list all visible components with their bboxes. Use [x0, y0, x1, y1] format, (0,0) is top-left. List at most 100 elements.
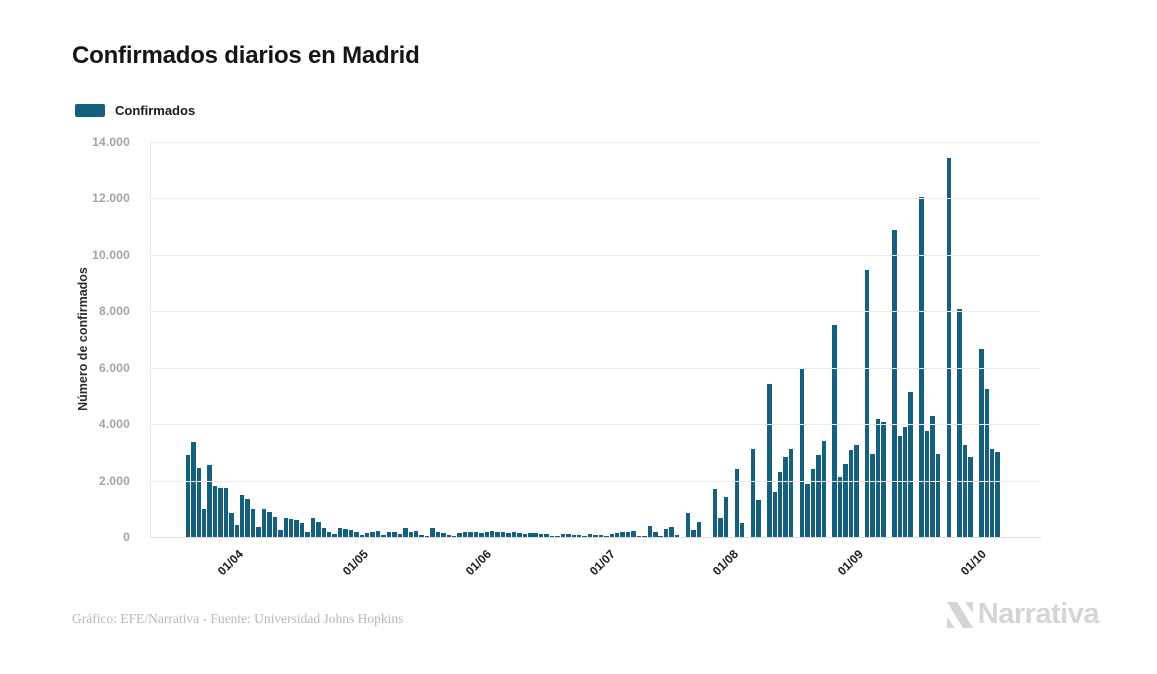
bar	[772, 491, 778, 537]
gridline	[151, 311, 1041, 313]
bar	[359, 535, 365, 537]
bar	[788, 448, 794, 537]
legend-swatch	[75, 104, 105, 117]
bar	[457, 532, 462, 537]
gridline	[151, 254, 1041, 256]
bar	[267, 511, 272, 537]
bar	[218, 487, 223, 537]
bar	[587, 534, 593, 537]
bar	[843, 463, 848, 537]
bar	[185, 454, 191, 537]
bar	[799, 367, 805, 537]
bar	[430, 527, 435, 537]
bar	[924, 430, 930, 537]
brand-name: Narrativa	[977, 598, 1100, 630]
bar	[517, 532, 522, 537]
bar	[245, 498, 250, 537]
bar	[740, 523, 745, 537]
bar	[691, 529, 696, 537]
bar	[593, 535, 598, 537]
x-tick-label: 01/05	[340, 547, 372, 579]
bar	[495, 532, 500, 537]
y-tick-label: 6.000	[98, 360, 130, 375]
bar	[522, 534, 528, 537]
legend-item-confirmados[interactable]: Confirmados	[75, 103, 195, 118]
bar	[473, 532, 479, 537]
bar	[571, 535, 576, 537]
bar	[305, 531, 310, 537]
bar	[892, 229, 897, 537]
bar	[321, 528, 326, 537]
bar	[832, 324, 837, 537]
x-tick-label: 01/04	[214, 547, 246, 579]
bar	[337, 528, 343, 537]
bar	[734, 468, 740, 537]
bar	[805, 483, 810, 537]
bar	[261, 508, 267, 537]
bar	[441, 533, 446, 537]
brand-logo: Narrativa	[945, 598, 1100, 631]
bar	[864, 269, 870, 537]
bar	[685, 512, 691, 537]
gridline	[151, 142, 1041, 143]
gridline	[151, 424, 1041, 426]
bar	[821, 440, 826, 537]
bar	[191, 442, 196, 537]
bar	[408, 532, 413, 537]
bar	[968, 457, 973, 537]
bar	[946, 157, 951, 537]
bar	[256, 526, 261, 537]
bar	[669, 527, 674, 537]
bar	[957, 309, 962, 537]
bar	[451, 536, 457, 537]
bar	[837, 477, 843, 537]
bar	[712, 488, 718, 537]
bar	[549, 535, 555, 537]
y-axis-labels: 14.000 12.000 10.000 8.000 6.000 4.000 2.000 0	[0, 135, 140, 544]
bar	[240, 495, 245, 537]
bar	[642, 535, 647, 537]
y-tick-label: 8.000	[98, 304, 130, 319]
bar	[370, 531, 375, 537]
bar	[582, 536, 587, 537]
x-axis-labels: 01/04 01/05 01/06 01/07 01/08 01/09 01/10	[151, 537, 1041, 597]
bar	[424, 536, 430, 537]
gridline	[151, 198, 1041, 200]
bar	[403, 528, 408, 537]
bar	[212, 486, 218, 537]
bar	[810, 468, 816, 537]
bar	[783, 457, 788, 537]
bar	[767, 384, 772, 537]
bar	[348, 529, 354, 537]
bar	[278, 529, 283, 537]
bar	[354, 531, 359, 537]
bar	[979, 349, 984, 537]
narrativa-logo-icon	[946, 601, 973, 628]
x-tick-label: 01/07	[586, 547, 618, 579]
bar	[223, 487, 229, 537]
bar	[870, 453, 875, 537]
y-tick-label: 12.000	[92, 191, 130, 206]
plot-area: 01/04 01/05 01/06 01/07 01/08 01/09 01/10	[150, 142, 1041, 578]
bar	[989, 448, 995, 537]
bar	[365, 533, 370, 537]
bar	[674, 535, 680, 537]
bar	[283, 518, 288, 537]
bar	[397, 534, 403, 537]
bar	[468, 532, 473, 537]
bars-container	[185, 142, 1007, 537]
bar	[962, 445, 968, 537]
bar	[196, 468, 202, 537]
x-tick-label: 01/06	[462, 547, 495, 579]
bar	[560, 534, 566, 537]
bar	[935, 453, 941, 537]
bar	[250, 508, 256, 537]
x-tick-label: 01/09	[834, 547, 867, 579]
bar	[854, 445, 859, 537]
bar	[446, 535, 451, 537]
bar	[506, 533, 511, 537]
y-tick-label: 10.000	[92, 247, 130, 262]
source-credit: Gráfico: EFE/Narrativa - Fuente: Univers…	[72, 611, 404, 626]
bar	[653, 531, 658, 537]
